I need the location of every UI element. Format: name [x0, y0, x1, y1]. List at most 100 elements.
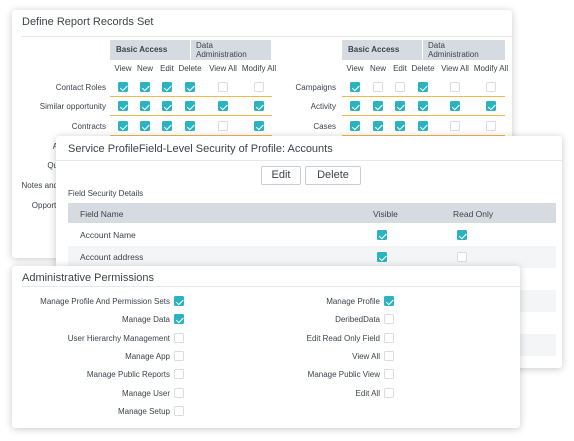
- divider: [422, 40, 423, 60]
- permission-label: Manage Public Reports: [86, 370, 170, 379]
- col-read-only: Read Only: [453, 209, 494, 219]
- divider: [22, 286, 520, 287]
- fls-panel-title: Service ProfileField-Level Security of P…: [68, 143, 333, 155]
- basic-access-heading: Basic Access: [348, 45, 400, 54]
- permission-label: Edit Read Only Field: [306, 334, 380, 343]
- column-header: View: [346, 64, 364, 73]
- divider: [22, 36, 512, 37]
- permission-checkbox[interactable]: [174, 369, 184, 379]
- permission-checkbox[interactable]: [373, 82, 383, 92]
- permission-checkbox[interactable]: [450, 121, 460, 131]
- permission-checkbox[interactable]: [486, 82, 496, 92]
- permission-checkbox[interactable]: [185, 82, 195, 92]
- permission-checkbox[interactable]: [395, 121, 405, 131]
- column-header: View All: [441, 64, 469, 73]
- admin-permissions-panel: Administrative Permissions Manage Profil…: [12, 266, 520, 428]
- column-header: Edit: [393, 64, 407, 73]
- permission-checkbox[interactable]: [395, 82, 405, 92]
- visible-checkbox[interactable]: [377, 230, 387, 240]
- field-name: Account address: [80, 252, 144, 262]
- row-label: Similar opportunity: [39, 102, 106, 111]
- permission-checkbox[interactable]: [174, 351, 184, 361]
- column-header: Modify All: [473, 64, 509, 73]
- col-visible: Visible: [373, 209, 398, 219]
- permission-checkbox[interactable]: [174, 333, 184, 343]
- permission-checkbox[interactable]: [486, 101, 496, 111]
- permission-checkbox[interactable]: [486, 121, 496, 131]
- permission-checkbox[interactable]: [174, 406, 184, 416]
- data-admin-line1: Data: [428, 41, 445, 50]
- permission-checkbox[interactable]: [384, 369, 394, 379]
- permission-checkbox[interactable]: [450, 82, 460, 92]
- permission-checkbox[interactable]: [185, 121, 195, 131]
- col-field-name: Field Name: [80, 209, 124, 219]
- data-admin-line2: Administration: [428, 50, 479, 59]
- permission-checkbox[interactable]: [384, 314, 394, 324]
- divider: [190, 40, 191, 60]
- permission-checkbox[interactable]: [174, 296, 184, 306]
- permission-checkbox[interactable]: [350, 82, 360, 92]
- row-label-partial: Qu: [47, 161, 58, 170]
- column-header: Edit: [160, 64, 174, 73]
- permission-checkbox[interactable]: [185, 101, 195, 111]
- permission-checkbox[interactable]: [384, 296, 394, 306]
- row-label: Cases: [313, 122, 336, 131]
- permission-checkbox[interactable]: [418, 82, 428, 92]
- permission-checkbox[interactable]: [140, 101, 150, 111]
- permission-checkbox[interactable]: [162, 101, 172, 111]
- field-name: Account Name: [80, 230, 136, 240]
- report-panel-title: Define Report Records Set: [22, 16, 154, 28]
- permission-label: View All: [352, 352, 380, 361]
- permission-checkbox[interactable]: [418, 121, 428, 131]
- permission-checkbox[interactable]: [384, 388, 394, 398]
- permission-checkbox[interactable]: [350, 101, 360, 111]
- permission-checkbox[interactable]: [174, 314, 184, 324]
- permission-checkbox[interactable]: [218, 121, 228, 131]
- permission-checkbox[interactable]: [384, 333, 394, 343]
- permission-label: Manage Setup: [117, 407, 170, 416]
- permission-checkbox[interactable]: [218, 101, 228, 111]
- row-label: Campaigns: [295, 83, 336, 92]
- permission-checkbox[interactable]: [254, 101, 264, 111]
- permission-checkbox[interactable]: [254, 82, 264, 92]
- read-only-checkbox[interactable]: [457, 252, 467, 262]
- permission-checkbox[interactable]: [140, 82, 150, 92]
- row-label: Contracts: [71, 122, 106, 131]
- column-header: New: [369, 64, 386, 73]
- permission-label: Manage Profile And Permission Sets: [40, 297, 170, 306]
- row-label-partial: A: [53, 142, 58, 151]
- read-only-checkbox[interactable]: [457, 230, 467, 240]
- column-header: Delete: [411, 64, 435, 73]
- data-admin-heading: Data Administration: [196, 41, 247, 59]
- permission-checkbox[interactable]: [118, 121, 128, 131]
- permission-checkbox[interactable]: [162, 121, 172, 131]
- permission-checkbox[interactable]: [140, 121, 150, 131]
- permission-checkbox[interactable]: [254, 121, 264, 131]
- data-admin-line2: Administration: [196, 50, 247, 59]
- divider: [342, 135, 505, 136]
- permission-checkbox[interactable]: [118, 82, 128, 92]
- permission-checkbox[interactable]: [384, 351, 394, 361]
- permission-checkbox[interactable]: [373, 121, 383, 131]
- permission-checkbox[interactable]: [373, 101, 383, 111]
- table-row: Account Name: [68, 224, 556, 246]
- permission-checkbox[interactable]: [350, 121, 360, 131]
- permission-label: Manage App: [125, 352, 170, 361]
- permission-checkbox[interactable]: [218, 82, 228, 92]
- permission-checkbox[interactable]: [395, 101, 405, 111]
- divider: [110, 135, 272, 136]
- visible-checkbox[interactable]: [377, 252, 387, 262]
- row-label: Contact Roles: [55, 83, 106, 92]
- permission-checkbox[interactable]: [418, 101, 428, 111]
- edit-button[interactable]: Edit: [261, 166, 301, 185]
- permission-checkbox[interactable]: [450, 101, 460, 111]
- permission-checkbox[interactable]: [162, 82, 172, 92]
- permission-checkbox[interactable]: [118, 101, 128, 111]
- fls-table-header: Field Name Visible Read Only: [68, 203, 556, 223]
- permission-label: User Hierarchy Management: [67, 334, 170, 343]
- data-admin-line1: Data: [196, 41, 213, 50]
- column-header: New: [136, 64, 153, 73]
- permission-checkbox[interactable]: [174, 388, 184, 398]
- delete-button[interactable]: Delete: [305, 166, 361, 185]
- permission-label: Manage Public View: [307, 370, 380, 379]
